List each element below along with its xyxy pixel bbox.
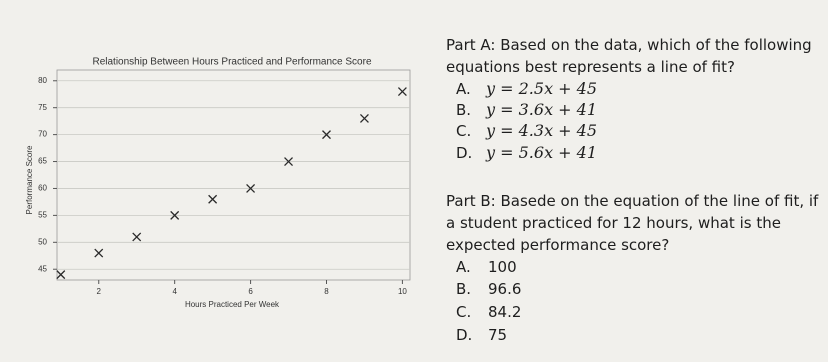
y-tick-label: 55 — [38, 210, 47, 219]
prompt-line: a student practiced for 12 hours, what i… — [446, 214, 781, 232]
data-point — [397, 87, 407, 96]
prompt-line: Part A: Based on the data, which of the … — [446, 36, 812, 54]
option-text: y = 5.6x + 41 — [486, 143, 598, 162]
option-letter: D. — [456, 326, 473, 344]
prompt-line: expected performance score? — [446, 236, 670, 254]
x-tick-label: 10 — [398, 287, 407, 296]
option-letter: B. — [456, 280, 472, 298]
prompt-line: Part B: Basede on the equation of the li… — [446, 192, 819, 210]
data-point — [170, 210, 180, 220]
data-point — [94, 248, 104, 258]
y-tick-label: 75 — [38, 103, 47, 112]
data-point — [208, 194, 218, 204]
plot-frame — [56, 69, 411, 281]
option-text: 84.2 — [488, 303, 522, 321]
data-point — [322, 130, 331, 140]
x-tick-label: 6 — [248, 287, 253, 296]
y-tick-label: 50 — [38, 237, 47, 246]
option-letter: B. — [456, 101, 472, 119]
y-tick-label: 70 — [38, 130, 47, 139]
chart-title: Relationship Between Hours Practiced and… — [92, 57, 371, 68]
option-letter: A. — [456, 80, 471, 98]
data-point — [359, 114, 369, 123]
x-axis-label: Hours Practiced Per Week — [185, 300, 280, 309]
option-letter: C. — [456, 303, 472, 321]
y-tick-label: 65 — [38, 157, 47, 166]
y-axis-label: Performance Score — [25, 145, 34, 214]
option-text: y = 2.5x + 45 — [486, 79, 598, 98]
option-letter: A. — [456, 258, 471, 276]
option-text: y = 4.3x + 45 — [486, 121, 598, 140]
data-point — [246, 184, 256, 193]
y-tick-label: 45 — [38, 264, 47, 273]
chart: Relationship Between Hours Practiced and… — [25, 57, 411, 309]
option-letter: C. — [456, 122, 472, 140]
prompt-line: equations best represents a line of fit? — [446, 58, 735, 76]
data-point — [132, 232, 142, 242]
x-tick-label: 2 — [97, 287, 102, 296]
x-tick-label: 8 — [324, 287, 329, 296]
option-letter: D. — [456, 144, 473, 162]
y-tick-label: 60 — [38, 184, 47, 193]
option-text: y = 3.6x + 41 — [486, 100, 598, 119]
option-text: 75 — [488, 326, 508, 344]
option-text: 96.6 — [488, 280, 522, 298]
x-tick-label: 4 — [172, 287, 177, 296]
data-point — [284, 157, 293, 166]
data-point — [56, 270, 66, 280]
option-text: 100 — [488, 258, 517, 276]
y-tick-label: 80 — [38, 76, 47, 85]
